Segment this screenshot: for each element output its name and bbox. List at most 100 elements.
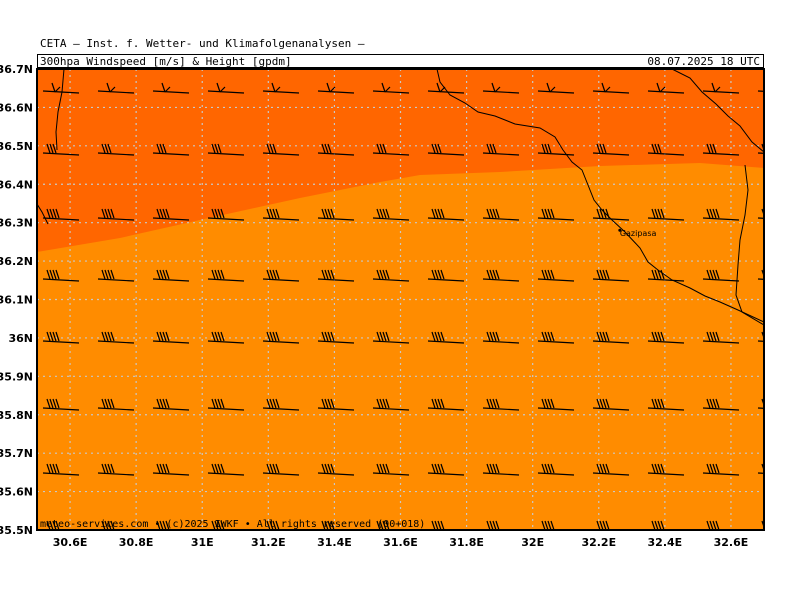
wind-barb (317, 208, 355, 221)
place-marker (618, 228, 622, 232)
lon-tick-label: 32.4E (648, 536, 683, 549)
wind-barb (207, 82, 245, 94)
wind-barb (537, 463, 575, 476)
wind-barb (592, 331, 630, 344)
border-line-upper (671, 69, 764, 153)
lat-tick-label: 35.6N (0, 486, 33, 499)
wind-barb (97, 82, 135, 94)
border-line-right (735, 164, 764, 326)
wind-barb (317, 143, 355, 156)
wind-barb (317, 463, 355, 476)
coastline (37, 69, 764, 326)
wind-barb (427, 398, 465, 411)
lon-tick-label: 30.8E (119, 536, 154, 549)
wind-barb (647, 82, 685, 94)
wind-barb (537, 331, 575, 344)
wind-barb (702, 143, 740, 156)
header-box (37, 54, 764, 68)
wind-barb (372, 82, 410, 94)
header-organization: CETA – Inst. f. Wetter- und Klimafolgena… (40, 37, 365, 50)
wind-barb (537, 82, 575, 94)
wind-barb (703, 520, 720, 530)
wind-barb (482, 82, 520, 94)
lat-tick-label: 36.2N (0, 255, 33, 268)
wind-barb (317, 398, 355, 411)
wind-barbs (42, 82, 764, 530)
wind-barb (592, 82, 630, 94)
wind-barb (427, 143, 465, 156)
wind-barb (482, 143, 520, 156)
wind-barb (592, 398, 630, 411)
lon-tick-label: 31E (191, 536, 214, 549)
wind-barb (482, 398, 520, 411)
wind-barb (428, 520, 445, 530)
wind-barb (702, 463, 740, 476)
wind-barb (207, 463, 245, 476)
wind-barb (372, 331, 410, 344)
wind-barb (647, 398, 685, 411)
map-frame (36, 68, 765, 531)
wind-barb (42, 143, 80, 156)
wind-barb (207, 143, 245, 156)
lat-tick-label: 35.9N (0, 370, 33, 383)
wind-barb (538, 520, 555, 530)
wind-barb (427, 463, 465, 476)
lat-tick-label: 36N (8, 332, 33, 345)
wind-barb (592, 269, 630, 282)
wind-barb (482, 208, 520, 221)
header-datetime: 08.07.2025 18 UTC (647, 55, 760, 68)
wind-barb (647, 269, 685, 282)
wind-barb (647, 331, 685, 344)
wind-barb (427, 269, 465, 282)
coastline-left (37, 203, 49, 225)
lon-tick-label: 31.8E (449, 536, 484, 549)
wind-barb (372, 143, 410, 156)
lon-tick-label: 32.2E (581, 536, 616, 549)
wind-barb (318, 520, 335, 530)
latitude-axis: 36.7N 36.6N 36.5N 36.4N 36.3N 36.2N 36.1N 36N 35… (0, 63, 33, 537)
wind-barb (592, 463, 630, 476)
wind-barb (317, 269, 355, 282)
header-parameter: 300hpa_Windspeed_[m/s]_&_Height_[gpdm] (40, 55, 292, 68)
wind-barb (537, 208, 575, 221)
wind-barb (482, 331, 520, 344)
wind-barb (427, 82, 465, 94)
wind-barb (97, 269, 135, 282)
wind-barb (482, 463, 520, 476)
wind-barb (262, 208, 300, 221)
wind-barb (647, 143, 685, 156)
wind-barb (593, 520, 610, 530)
wind-barb (702, 208, 740, 221)
wind-barb (42, 208, 80, 221)
coastline-left-top (55, 69, 65, 151)
lat-tick-label: 36.3N (0, 217, 33, 230)
copyright-text: meteo-services.com • (c)2025 IWKF • All … (40, 519, 425, 530)
wind-barb (263, 520, 280, 530)
wind-barb (702, 331, 740, 344)
wind-barb (42, 463, 80, 476)
wind-barb (537, 143, 575, 156)
wind-barb (702, 82, 740, 94)
wind-barb (152, 463, 190, 476)
wind-barb (262, 463, 300, 476)
wind-barb (372, 398, 410, 411)
lat-tick-label: 35.5N (0, 524, 33, 537)
wind-barb (372, 208, 410, 221)
wind-barb (427, 208, 465, 221)
wind-barb (97, 463, 135, 476)
wind-barb (482, 269, 520, 282)
wind-barb (317, 82, 355, 94)
wind-barb (207, 269, 245, 282)
lat-tick-label: 36.7N (0, 63, 33, 76)
wind-barb (42, 269, 80, 282)
wind-barb (537, 269, 575, 282)
wind-barb (97, 143, 135, 156)
wind-barb (537, 398, 575, 411)
wind-barb (262, 331, 300, 344)
wind-barb (647, 463, 685, 476)
wind-barb (702, 269, 740, 282)
wind-barb (152, 208, 190, 221)
lat-tick-label: 36.6N (0, 101, 33, 114)
wind-barb (702, 398, 740, 411)
